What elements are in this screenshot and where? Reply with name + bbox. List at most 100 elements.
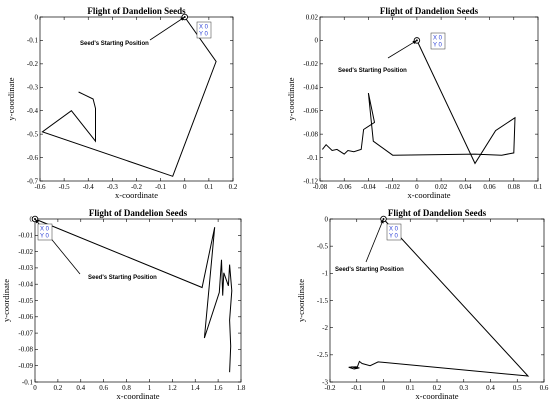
x-tick-label: -0.5 bbox=[59, 183, 71, 191]
y-tick-label: -0.6 bbox=[27, 154, 39, 162]
x-tick-label: 0 bbox=[33, 384, 37, 392]
y-tick-label: -0.04 bbox=[18, 281, 33, 289]
x-tick-label: 0.02 bbox=[435, 183, 448, 191]
x-tick-label: 1.8 bbox=[237, 384, 246, 392]
x-tick-label: -0.02 bbox=[385, 183, 400, 191]
datatip-x: X 0 bbox=[199, 25, 209, 31]
y-tick-label: -2 bbox=[322, 324, 328, 332]
plot-frame bbox=[329, 218, 545, 383]
y-tick-label: -3 bbox=[322, 378, 328, 386]
y-axis-label: y-coordinate bbox=[296, 279, 306, 322]
x-tick-label: 0 bbox=[382, 384, 386, 392]
annotation-arrowhead bbox=[180, 17, 185, 21]
datatip-y: Y 0 bbox=[40, 234, 50, 240]
seed-trajectory-line bbox=[34, 218, 233, 373]
annotation-text: Seed's Starting Position bbox=[335, 267, 404, 273]
x-tick-label: 0.3 bbox=[459, 384, 468, 392]
datatip-x: X 0 bbox=[389, 227, 399, 233]
datatip-box bbox=[37, 223, 53, 241]
y-tick-label: -0.5 bbox=[317, 242, 329, 250]
x-tick-label: 0.08 bbox=[508, 183, 521, 191]
chart-panel-4: Flight of Dandelion Seeds -0.2 -0.1 0 0.1 0.2… bbox=[296, 208, 549, 401]
x-tick-label: 0.5 bbox=[513, 384, 522, 392]
y-tick-label: -0.4 bbox=[27, 107, 39, 115]
annotation-arrowhead bbox=[380, 219, 384, 224]
x-tick-label: -0.04 bbox=[361, 183, 376, 191]
y-tick-label: -0.02 bbox=[18, 248, 33, 256]
x-tick-label: 0.06 bbox=[483, 183, 496, 191]
x-tick-label: 0.1 bbox=[406, 384, 415, 392]
chart-title: Flight of Dandelion Seeds bbox=[89, 208, 188, 218]
chart-panel-3: Flight of Dandelion Seeds 0 0.2 0.4 0.6 0.8 1 1… bbox=[1, 208, 246, 401]
y-tick-label: -0.02 bbox=[303, 60, 318, 68]
y-tick-label: -0.3 bbox=[27, 84, 39, 92]
y-tick-label: -0.7 bbox=[27, 177, 39, 185]
x-tick-label: 1.6 bbox=[214, 384, 223, 392]
y-tick-label: 0 bbox=[30, 215, 34, 223]
annotation-arrow bbox=[387, 40, 418, 59]
datatip-y: Y 0 bbox=[433, 43, 443, 49]
y-tick-label: -0.06 bbox=[303, 107, 318, 115]
y-axis-label: y-coordinate bbox=[1, 279, 11, 322]
y-tick-label: -0.5 bbox=[27, 130, 39, 138]
annotation-text: Seed's Starting Position bbox=[338, 68, 407, 74]
x-tick-label: -0.06 bbox=[337, 183, 352, 191]
annotation-arrow bbox=[365, 218, 384, 263]
x-tick-label: -0.1 bbox=[351, 384, 363, 392]
plot-frame bbox=[319, 16, 539, 182]
datatip-y: Y 0 bbox=[389, 234, 399, 240]
y-tick-label: 0.02 bbox=[306, 13, 319, 21]
y-tick-label: 0 bbox=[325, 215, 329, 223]
datatip-box bbox=[196, 21, 212, 39]
y-tick-label: -0.2 bbox=[27, 60, 39, 68]
chart-title: Flight of Dandelion Seeds bbox=[380, 6, 479, 16]
y-tick-label: 0 bbox=[315, 37, 319, 45]
chart-title: Flight of Dandelion Seeds bbox=[388, 208, 487, 218]
y-tick-label: -0.12 bbox=[303, 177, 318, 185]
x-tick-label: 0.2 bbox=[229, 183, 238, 191]
x-axis-label: x-coordinate bbox=[115, 190, 158, 200]
x-tick-label: 0.6 bbox=[99, 384, 108, 392]
annotation-text: Seed's Starting Position bbox=[88, 275, 157, 281]
x-tick-label: 1.4 bbox=[191, 384, 200, 392]
y-tick-label: -0.03 bbox=[18, 264, 33, 272]
x-tick-label: 0.6 bbox=[540, 384, 549, 392]
chart-panel-2: Flight of Dandelion Seeds -0.08 -0.06 -0.04… bbox=[286, 6, 543, 200]
x-axis-label: x-coordinate bbox=[117, 391, 160, 401]
x-tick-label: -0.6 bbox=[34, 183, 46, 191]
x-tick-label: -0.2 bbox=[131, 183, 143, 191]
datatip-x: X 0 bbox=[40, 227, 50, 233]
x-tick-label: -0.08 bbox=[313, 183, 328, 191]
y-tick-label: -0.06 bbox=[18, 313, 33, 321]
y-axis-label: y-coordinate bbox=[286, 77, 296, 120]
x-tick-label: -0.3 bbox=[107, 183, 119, 191]
x-tick-label: 0.2 bbox=[54, 384, 63, 392]
x-tick-label: 0.2 bbox=[433, 384, 442, 392]
y-tick-label: -1 bbox=[322, 270, 328, 278]
x-tick-label: 0.4 bbox=[76, 384, 85, 392]
x-tick-label: 1 bbox=[148, 384, 152, 392]
datatip-y: Y 0 bbox=[199, 32, 209, 38]
annotation-arrowhead bbox=[35, 219, 39, 224]
seed-trajectory-line bbox=[348, 218, 530, 377]
x-tick-label: 0.4 bbox=[486, 384, 495, 392]
annotation-text: Seed's Starting Position bbox=[80, 41, 149, 47]
plot-frame bbox=[39, 16, 234, 182]
y-tick-label: -0.05 bbox=[18, 297, 33, 305]
y-tick-label: -0.09 bbox=[18, 362, 33, 370]
seed-trajectory-line bbox=[322, 40, 516, 165]
x-tick-label: 0.1 bbox=[205, 183, 214, 191]
y-tick-label: -0.1 bbox=[27, 37, 39, 45]
chart-panel-1: Flight of Dandelion Seeds -0.6 -0.5 -0.4 -0.… bbox=[6, 6, 238, 200]
seed-trajectory-line bbox=[41, 16, 217, 177]
x-tick-label: 1.2 bbox=[168, 384, 177, 392]
x-tick-label: 0 bbox=[183, 183, 187, 191]
datatip-box bbox=[386, 223, 402, 241]
y-tick-label: -0.04 bbox=[303, 84, 318, 92]
x-tick-label: 0 bbox=[415, 183, 419, 191]
y-axis-label: y-coordinate bbox=[6, 77, 16, 120]
x-axis-label: x-coordinate bbox=[416, 391, 459, 401]
x-tick-label: 0.04 bbox=[459, 183, 472, 191]
y-tick-label: -0.08 bbox=[18, 346, 33, 354]
